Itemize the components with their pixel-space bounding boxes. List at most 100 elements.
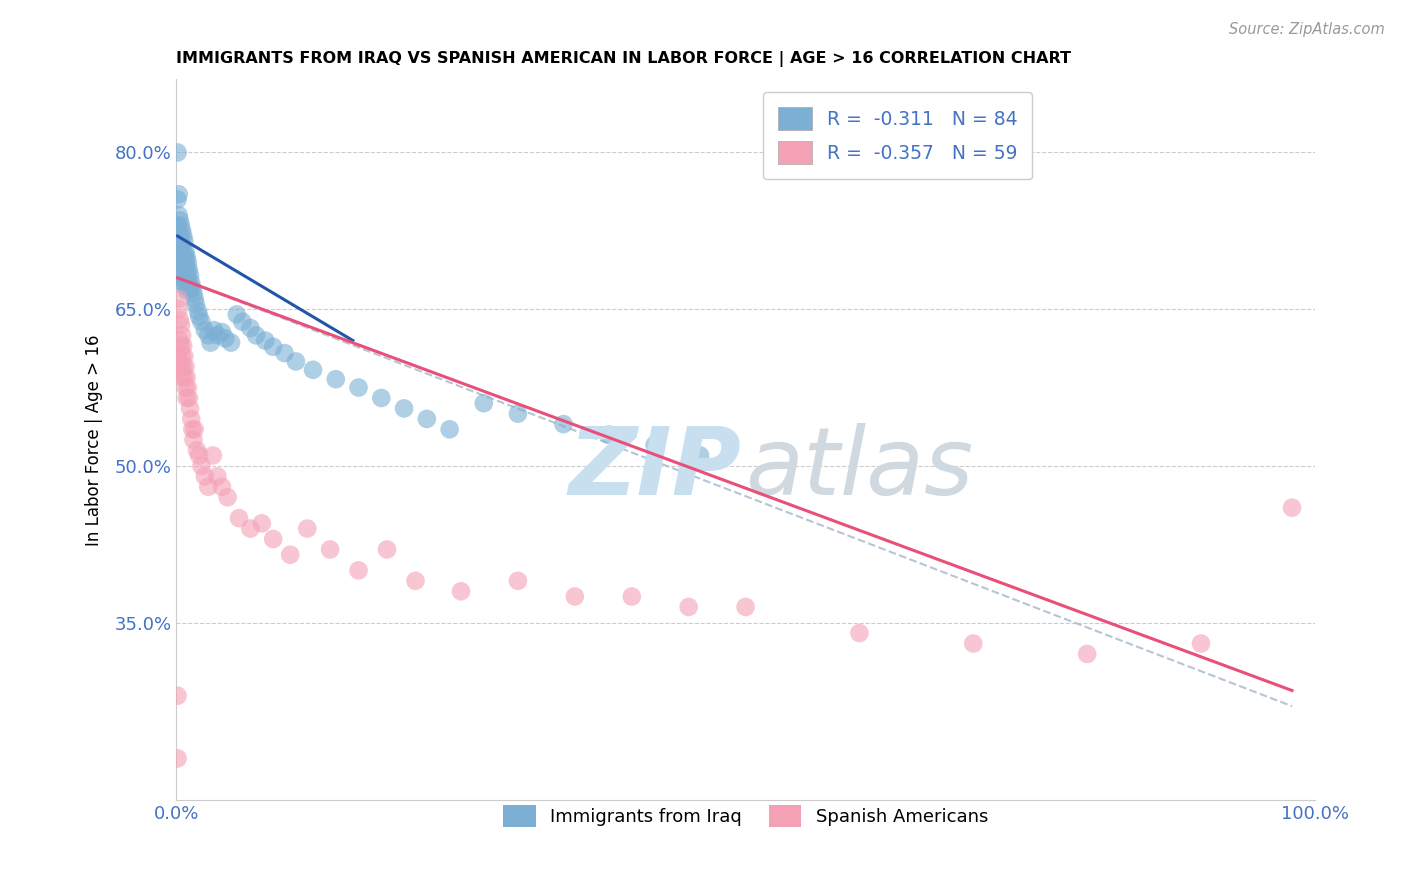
Point [167,302,190,317]
Point [173,234,195,248]
Legend: Immigrants from Iraq, Spanish Americans: Immigrants from Iraq, Spanish Americans [496,798,995,834]
Point [202,323,225,337]
Point [278,548,301,562]
Point [184,297,207,311]
Point [194,323,217,337]
Point [172,276,194,290]
Point [506,574,529,588]
Point [172,250,194,264]
Point [170,318,193,332]
Point [231,315,253,329]
Point [848,626,870,640]
Point [225,307,247,321]
Point [167,244,190,259]
Point [262,340,284,354]
Point [167,187,190,202]
Point [245,328,267,343]
Point [186,443,208,458]
Point [172,349,194,363]
Point [197,480,219,494]
Point [180,412,202,426]
Point [176,391,198,405]
Point [207,328,229,343]
Text: atlas: atlas [745,423,973,514]
Point [169,229,191,244]
Point [169,213,191,227]
Point [1189,636,1212,650]
Point [170,219,193,233]
Point [250,516,273,531]
Point [273,346,295,360]
Point [183,422,205,436]
Point [219,335,242,350]
Point [177,262,200,277]
Point [262,532,284,546]
Point [173,270,195,285]
Point [170,339,193,353]
Point [177,276,200,290]
Point [194,469,217,483]
Point [177,380,200,394]
Point [172,244,194,259]
Point [173,370,195,384]
Point [416,412,439,426]
Point [172,260,194,275]
Point [678,599,700,614]
Point [564,590,586,604]
Point [170,244,193,259]
Point [172,359,194,374]
Point [169,334,191,348]
Point [174,380,197,394]
Point [217,490,239,504]
Point [179,401,201,416]
Point [176,370,198,384]
Point [450,584,472,599]
Point [174,279,197,293]
Point [167,354,190,368]
Point [620,590,643,604]
Point [207,469,229,483]
Point [167,229,190,244]
Point [176,284,198,298]
Point [172,255,194,269]
Point [169,239,191,253]
Point [254,334,277,348]
Point [598,427,620,442]
Point [166,689,188,703]
Point [190,458,212,473]
Point [211,480,233,494]
Point [188,310,211,324]
Point [167,208,190,222]
Point [174,244,197,259]
Point [319,542,342,557]
Text: IMMIGRANTS FROM IRAQ VS SPANISH AMERICAN IN LABOR FORCE | AGE > 16 CORRELATION C: IMMIGRANTS FROM IRAQ VS SPANISH AMERICAN… [176,51,1071,67]
Point [167,229,190,244]
Point [239,522,262,536]
Point [169,255,191,269]
Point [439,422,461,436]
Point [172,266,194,280]
Point [169,250,191,264]
Point [181,281,204,295]
Point [166,751,188,765]
Point [962,636,984,650]
Point [173,260,195,275]
Point [176,250,198,264]
Point [170,359,193,374]
Point [734,599,756,614]
Point [172,270,194,285]
Point [179,281,201,295]
Point [325,372,347,386]
Point [173,250,195,264]
Point [375,542,398,557]
Point [176,262,198,277]
Point [188,449,211,463]
Point [170,266,193,280]
Point [404,574,426,588]
Point [197,328,219,343]
Point [172,229,194,244]
Point [172,328,194,343]
Point [166,145,188,160]
Point [179,268,201,283]
Point [172,339,194,353]
